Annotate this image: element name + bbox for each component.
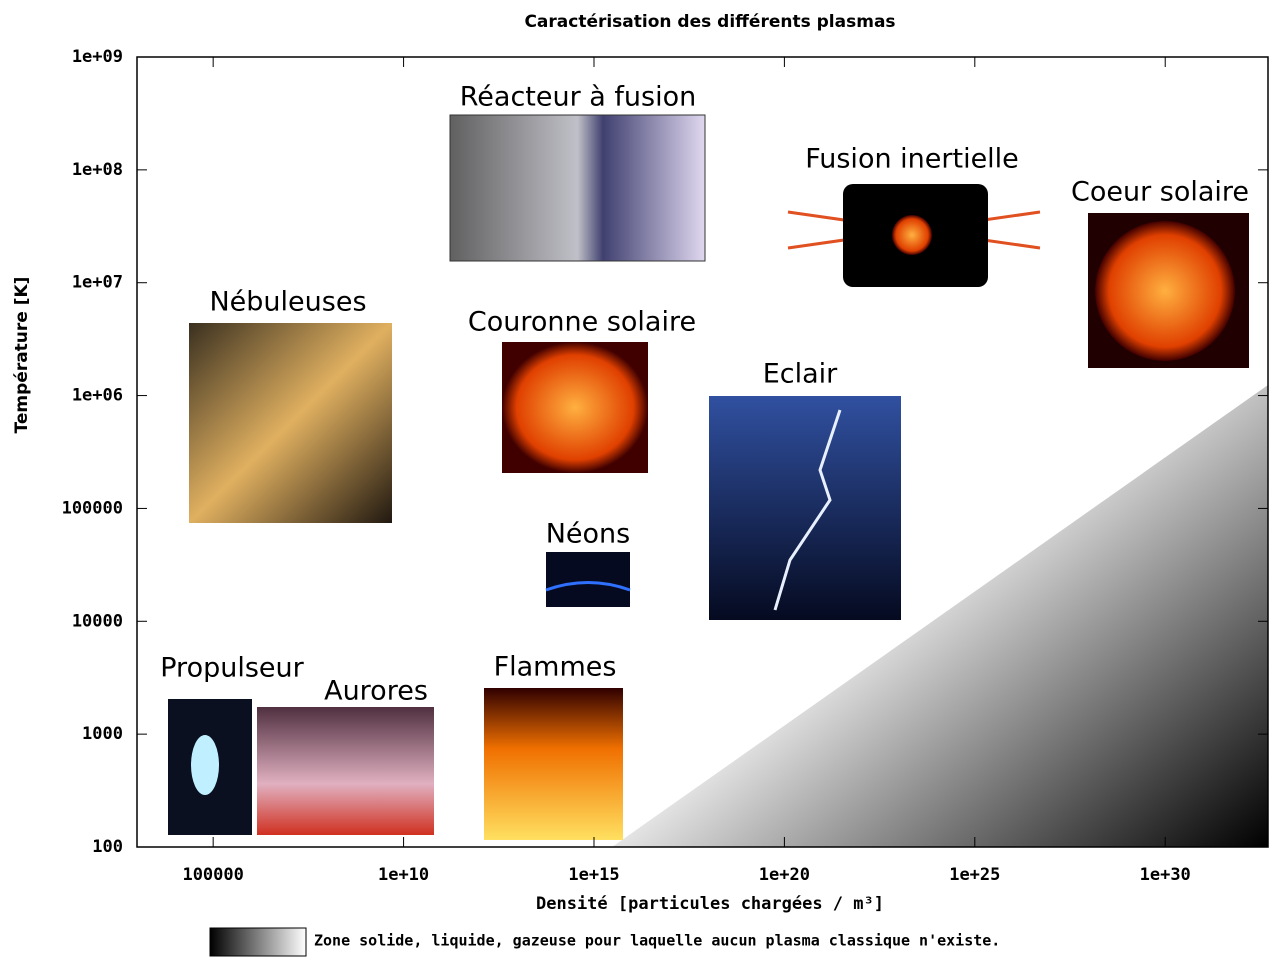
x-tick-label: 1e+25: [949, 865, 1000, 885]
y-tick-label: 100: [92, 837, 123, 857]
y-tick-label: 1e+06: [72, 386, 123, 406]
image: [709, 396, 901, 620]
annotation-label: Nébuleuses: [209, 287, 366, 318]
annotation-label: Flammes: [494, 652, 617, 683]
image: [892, 215, 932, 255]
image: [449, 114, 706, 262]
x-tick-label: 100000: [182, 865, 243, 885]
y-tick-label: 1000: [82, 724, 123, 744]
y-tick-label: 100000: [62, 498, 123, 518]
image: [189, 323, 392, 523]
annotation-images: [168, 114, 1249, 840]
annotation-label: Propulseur: [160, 653, 304, 684]
annotation-label: Réacteur à fusion: [460, 82, 697, 113]
image: [1095, 221, 1235, 361]
y-tick-label: 1e+07: [72, 273, 123, 293]
x-tick-label: 1e+20: [759, 865, 810, 885]
annotation-label: Aurores: [324, 676, 428, 707]
y-tick-label: 1e+09: [72, 47, 123, 67]
image: [191, 735, 219, 795]
image: [502, 342, 648, 473]
x-tick-label: 1e+15: [568, 865, 619, 885]
image: [546, 552, 630, 607]
annotation-label: Coeur solaire: [1071, 177, 1249, 208]
annotation-label: Néons: [546, 519, 631, 550]
legend-text: Zone solide, liquide, gazeuse pour laque…: [314, 932, 1000, 950]
annotation-label: Couronne solaire: [468, 307, 696, 338]
neon: [545, 581, 631, 592]
chart-title: Caractérisation des différents plasmas: [524, 12, 895, 32]
annotation-label: Eclair: [763, 359, 838, 390]
x-axis-label: Densité [particules chargées / m³]: [536, 894, 884, 914]
y-tick-label: 1e+08: [72, 160, 123, 180]
annotation-label: Fusion inertielle: [805, 144, 1019, 175]
no-plasma-zone: [612, 385, 1268, 847]
image: [257, 707, 434, 835]
plot-frame: [136, 56, 1269, 848]
x-tick-label: 1e+30: [1140, 865, 1191, 885]
y-axis-label: Température [K]: [12, 277, 32, 434]
legend-swatch: [209, 927, 307, 957]
bolt: [773, 409, 842, 611]
y-tick-label: 10000: [72, 611, 123, 631]
x-tick-label: 1e+10: [378, 865, 429, 885]
image: [484, 688, 623, 840]
